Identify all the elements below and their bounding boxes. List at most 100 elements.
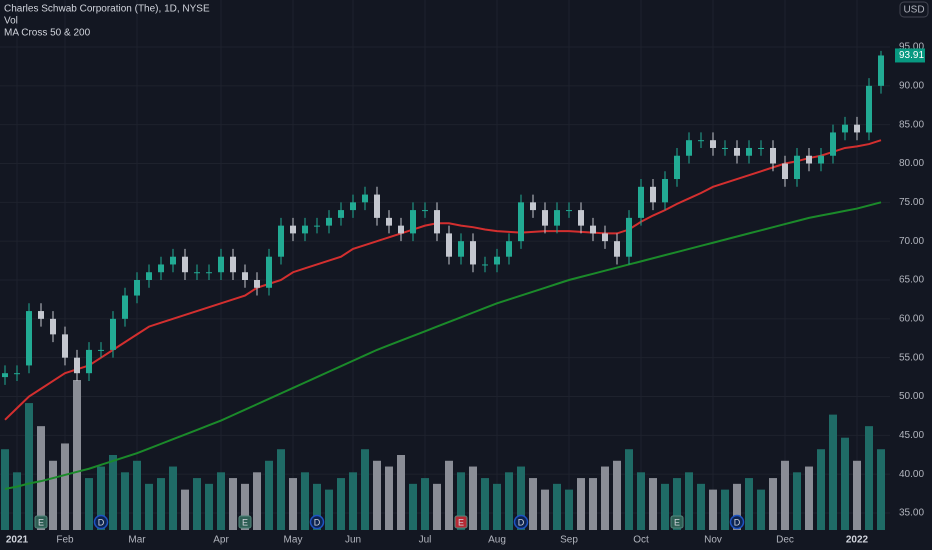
volume-bar (445, 460, 453, 530)
candle-body (374, 194, 380, 218)
event-label: E (674, 517, 680, 527)
y-tick-label: 40.00 (899, 469, 924, 480)
candle-body (218, 256, 224, 273)
currency-box[interactable] (899, 1, 929, 18)
moving-average (4, 139, 882, 421)
candle-body (578, 210, 584, 226)
x-tick-label: Nov (704, 535, 722, 546)
volume-bar (241, 483, 249, 530)
volume-bar (457, 472, 465, 530)
volume-bar (745, 478, 753, 530)
volume-bar (13, 472, 21, 530)
volume-bar (625, 449, 633, 530)
event-label: D (98, 517, 105, 527)
y-tick-label: 70.00 (899, 236, 924, 247)
candle-body (326, 217, 332, 226)
volume-bar (721, 489, 729, 530)
volume-bar (865, 426, 873, 530)
volume-bar (265, 460, 273, 530)
volume-bar (505, 472, 513, 530)
volume-bar (361, 449, 369, 530)
volume-bar (637, 472, 645, 530)
candle-body (338, 210, 344, 218)
earnings-marker (670, 515, 684, 529)
volume-bar (769, 478, 777, 530)
candle-body (842, 124, 848, 133)
candle-body (566, 210, 572, 212)
volume-bar (433, 483, 441, 530)
x-tick-label: Oct (633, 535, 649, 546)
volume-bar (481, 478, 489, 530)
axis-layer: 35.00 40.00 45.00 50.00 55.00 60.00 65.00 70.00… (6, 42, 925, 546)
candle-body (794, 155, 800, 180)
candle-body (638, 186, 644, 218)
candle-body (314, 225, 320, 227)
candle-body (434, 210, 440, 234)
x-tick-label: 2022 (846, 535, 869, 546)
volume-bar (421, 478, 429, 530)
candle-body (806, 155, 812, 164)
volume-bar (49, 460, 57, 530)
y-tick-label: 55.00 (899, 352, 924, 363)
x-tick-label: Mar (128, 535, 146, 546)
event-label: E (242, 517, 248, 527)
y-tick-label: 45.00 (899, 430, 924, 441)
candle-body (746, 147, 752, 156)
candle-body (878, 55, 884, 86)
currency[interactable]: USD (903, 5, 924, 16)
volume-bar (85, 478, 93, 530)
y-tick-label: 50.00 (899, 391, 924, 402)
legend-line: MA Cross 50 & 200 (4, 28, 91, 39)
volume-bar (157, 478, 165, 530)
y-tick-label: 95.00 (899, 42, 924, 53)
volume-bar (841, 437, 849, 530)
candle-body (2, 373, 8, 378)
volume-bar (853, 460, 861, 530)
candle-body (446, 233, 452, 257)
y-tick-label: 80.00 (899, 158, 924, 169)
candle-body (302, 225, 308, 234)
x-tick-label: Apr (213, 535, 229, 546)
grid (0, 0, 890, 530)
dividend-marker (309, 514, 325, 530)
candle-body (74, 357, 80, 374)
x-tick-label: May (284, 535, 303, 546)
y-tick-label: 35.00 (899, 508, 924, 519)
volume-bar (541, 489, 549, 530)
candle-body (26, 311, 32, 366)
volume-bar (385, 466, 393, 530)
volume-bar (733, 483, 741, 530)
candle-body (110, 318, 116, 350)
candle-body (242, 272, 248, 280)
candle-body (146, 272, 152, 280)
candle-body (674, 155, 680, 180)
candle-body (482, 264, 488, 266)
volume-bar (781, 460, 789, 530)
candle-body (854, 124, 860, 133)
candle-body (182, 256, 188, 273)
volume-bar (37, 426, 45, 530)
volume-bar (205, 483, 213, 530)
candle-body (86, 349, 92, 374)
candle-body (266, 256, 272, 288)
last-price-box (895, 48, 925, 63)
candle-body (410, 210, 416, 234)
candle-body (662, 179, 668, 203)
event-label: D (734, 517, 741, 527)
volume-bar (817, 449, 825, 530)
x-tick-label: Jun (345, 535, 361, 546)
volume-bar (313, 483, 321, 530)
y-tick-label: 75.00 (899, 197, 924, 208)
volume-bar (613, 460, 621, 530)
last-price-label: 93.91 (899, 50, 924, 61)
volume-bar (529, 478, 537, 530)
volume-bar (805, 466, 813, 530)
volume-bar (25, 403, 33, 530)
volume-bar (793, 472, 801, 530)
volume-bar (661, 483, 669, 530)
candle-body (626, 217, 632, 257)
x-tick-label: Jul (419, 535, 432, 546)
candle-body (470, 241, 476, 265)
